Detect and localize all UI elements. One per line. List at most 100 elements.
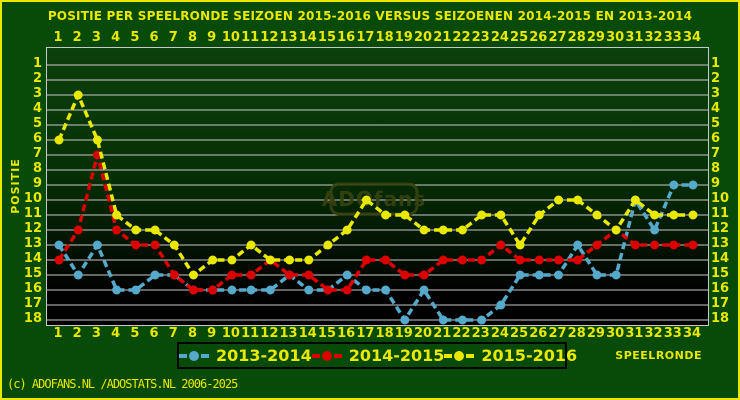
x-tick-bottom: 25 [510, 326, 529, 341]
data-point-2014-2015 [400, 270, 410, 280]
x-tick-bottom: 16 [337, 326, 356, 341]
x-tick-top: 27 [548, 30, 567, 45]
data-point-2014-2015 [515, 255, 525, 265]
y-tick-left: 8 [32, 161, 42, 176]
svg-text:ADOfans: ADOfans [322, 187, 426, 211]
y-tick-right: 14 [711, 251, 730, 266]
y-tick-left: 10 [23, 191, 42, 206]
x-tick-top: 10 [221, 30, 240, 45]
data-point-2015-2016 [592, 210, 602, 220]
x-tick-bottom: 9 [207, 326, 217, 341]
data-point-2015-2016 [73, 90, 83, 100]
x-tick-bottom: 4 [111, 326, 121, 341]
data-point-2015-2016 [573, 195, 583, 205]
data-point-2015-2016 [419, 225, 429, 235]
data-point-2014-2015 [169, 270, 179, 280]
data-point-2013-2014 [592, 270, 602, 280]
data-point-2013-2014 [92, 240, 102, 250]
y-tick-right: 2 [711, 71, 721, 86]
data-point-2014-2015 [496, 240, 506, 250]
x-tick-top: 17 [356, 30, 375, 45]
x-tick-top: 28 [567, 30, 586, 45]
data-point-2014-2015 [208, 285, 218, 295]
legend: 2013-2014 2014-2015 2015-2016 [177, 342, 577, 369]
data-point-2015-2016 [496, 210, 506, 220]
data-point-2013-2014 [611, 270, 621, 280]
x-tick-bottom: 14 [298, 326, 317, 341]
x-tick-bottom: 2 [72, 326, 82, 341]
data-point-2015-2016 [150, 225, 160, 235]
marker-dash-icon [333, 353, 342, 358]
legend-label: 2013-2014 [216, 346, 312, 365]
data-point-2013-2014 [112, 285, 122, 295]
marker-dash-icon [179, 353, 187, 358]
x-tick-bottom: 6 [149, 326, 159, 341]
x-tick-bottom: 23 [471, 326, 490, 341]
x-tick-bottom: 31 [625, 326, 644, 341]
series-marker-icon [444, 350, 475, 361]
data-point-2014-2015 [457, 255, 467, 265]
data-point-2015-2016 [112, 210, 122, 220]
marker-dot-icon [189, 350, 199, 361]
series-line-2014-2015 [57, 154, 693, 292]
data-point-2013-2014 [496, 300, 506, 310]
x-tick-bottom: 27 [548, 326, 567, 341]
data-point-2015-2016 [438, 225, 448, 235]
y-tick-right: 15 [711, 266, 730, 281]
data-point-2013-2014 [131, 285, 141, 295]
x-tick-bottom: 8 [187, 326, 197, 341]
data-point-2014-2015 [342, 285, 352, 295]
data-point-2015-2016 [381, 210, 391, 220]
data-point-2014-2015 [285, 270, 295, 280]
marker-dot-icon [321, 350, 332, 361]
data-point-2014-2015 [150, 240, 160, 250]
x-tick-bottom: 1 [53, 326, 63, 341]
y-tick-left: 18 [23, 311, 42, 326]
data-point-2013-2014 [419, 285, 429, 295]
data-point-2013-2014 [400, 315, 410, 325]
data-point-2014-2015 [54, 255, 64, 265]
data-point-2013-2014 [361, 285, 371, 295]
data-point-2014-2015 [630, 240, 640, 250]
data-point-2014-2015 [419, 270, 429, 280]
x-axis-label: SPEELRONDE [615, 349, 702, 362]
data-point-2015-2016 [477, 210, 487, 220]
data-point-2013-2014 [54, 240, 64, 250]
legend-item-2013-2014: 2013-2014 [179, 346, 312, 365]
x-tick-bottom: 3 [91, 326, 101, 341]
legend-item-2014-2015: 2014-2015 [311, 346, 444, 365]
data-point-2014-2015 [438, 255, 448, 265]
x-tick-bottom: 20 [413, 326, 433, 341]
data-point-2015-2016 [323, 240, 333, 250]
data-point-2013-2014 [457, 315, 467, 325]
data-point-2013-2014 [150, 270, 160, 280]
x-tick-top: 2 [72, 30, 82, 45]
x-tick-top: 1 [53, 30, 63, 45]
y-tick-right: 10 [711, 191, 730, 206]
data-point-2013-2014 [554, 270, 564, 280]
x-tick-bottom: 29 [586, 326, 605, 341]
x-tick-bottom: 10 [221, 326, 240, 341]
y-tick-right: 9 [711, 176, 721, 191]
y-tick-right: 7 [711, 146, 721, 161]
x-tick-bottom: 24 [490, 326, 509, 341]
y-tick-left: 7 [32, 146, 42, 161]
x-tick-top: 23 [471, 30, 490, 45]
data-point-2013-2014 [650, 225, 660, 235]
y-tick-right: 5 [711, 116, 721, 131]
data-point-2014-2015 [361, 255, 371, 265]
data-point-2014-2015 [227, 270, 237, 280]
chart-canvas: ADOfans [47, 64, 708, 325]
marker-dot-icon [454, 350, 465, 361]
y-tick-left: 12 [23, 221, 42, 236]
y-tick-left: 16 [23, 281, 42, 296]
y-tick-left: 15 [23, 266, 42, 281]
x-tick-bottom: 15 [317, 326, 337, 341]
data-point-2014-2015 [304, 270, 314, 280]
data-point-2015-2016 [669, 210, 679, 220]
x-tick-top: 31 [625, 30, 644, 45]
data-point-2015-2016 [630, 195, 640, 205]
x-tick-top: 22 [452, 30, 471, 45]
marker-dash-icon [466, 353, 475, 358]
